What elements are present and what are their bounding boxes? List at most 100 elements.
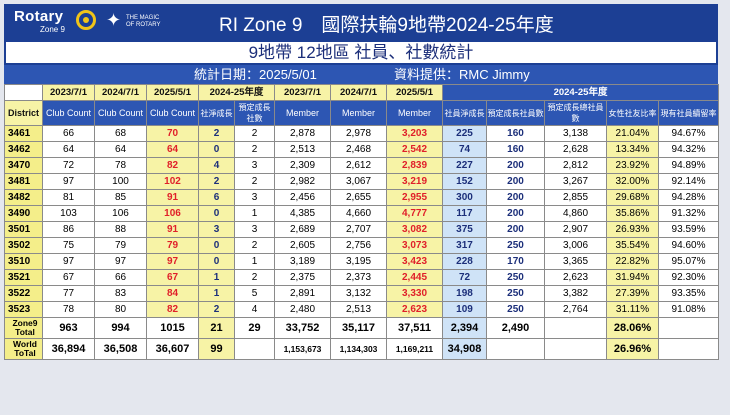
header-cell: Club Count	[94, 100, 147, 126]
table-cell: 3,219	[386, 173, 443, 190]
table-cell: 23.92%	[606, 157, 659, 174]
table-cell	[234, 338, 275, 360]
table-cell: 200	[486, 221, 545, 238]
table-cell: 92.14%	[657, 173, 720, 190]
table-cell: 2,623	[544, 269, 607, 286]
table-cell: 160	[486, 141, 545, 158]
table-cell: 35.86%	[606, 205, 659, 222]
table-cell: 228	[442, 253, 487, 270]
table-cell: 93.35%	[657, 285, 720, 302]
table-cell: 28.06%	[606, 317, 659, 339]
header-cell: 預定成長社數	[234, 100, 275, 126]
table-cell: 2,839	[386, 157, 443, 174]
table-cell: 2,394	[442, 317, 487, 339]
table-cell: 3,006	[544, 237, 607, 254]
table-cell: 2	[198, 125, 235, 142]
header-cell: Member	[330, 100, 387, 126]
table-cell: 88	[94, 221, 147, 238]
table-cell: 2,375	[274, 269, 331, 286]
table-cell: 85	[94, 189, 147, 206]
table-cell: 94.28%	[657, 189, 720, 206]
table-cell: 75	[42, 237, 95, 254]
table-cell: 3,365	[544, 253, 607, 270]
table-cell: 95.07%	[657, 253, 720, 270]
banner: Rotary Zone 9 ✦ THE MAGIC OF ROTARY RI Zo…	[4, 4, 718, 40]
table-cell: 0	[198, 141, 235, 158]
table-cell: 2,468	[330, 141, 387, 158]
table-cell: 2,373	[330, 269, 387, 286]
table-cell: 35,117	[330, 317, 387, 339]
table-cell: 3,195	[330, 253, 387, 270]
table-cell: 4,660	[330, 205, 387, 222]
table-cell: 36,508	[94, 338, 147, 360]
table-cell: 3	[234, 189, 275, 206]
header-cell: 2024/7/1	[330, 84, 387, 101]
table-cell: 3,423	[386, 253, 443, 270]
table-cell: 994	[94, 317, 147, 339]
logo-zone: Zone 9	[40, 25, 65, 34]
table-cell: 22.82%	[606, 253, 659, 270]
header-cell: Member	[274, 100, 331, 126]
table-cell: 36,607	[146, 338, 199, 360]
table-cell: 2	[234, 237, 275, 254]
table-cell: 79	[146, 237, 199, 254]
table-cell: 81	[42, 189, 95, 206]
table-row: 3501 86 88 91 3 3 2,689 2,707 3,082 375 200 2,907 26…	[4, 221, 720, 238]
table-cell: 2,855	[544, 189, 607, 206]
table-cell: 2,955	[386, 189, 443, 206]
table-cell: 250	[486, 269, 545, 286]
table-cell: 3,073	[386, 237, 443, 254]
table-cell: 2,623	[386, 301, 443, 318]
table-cell: 93.59%	[657, 221, 720, 238]
table-cell: 170	[486, 253, 545, 270]
table-cell: 91	[146, 189, 199, 206]
table-cell: 3,382	[544, 285, 607, 302]
table-cell: 3,132	[330, 285, 387, 302]
table-cell: 37,511	[386, 317, 443, 339]
table-cell: 21	[198, 317, 235, 339]
header-row-labels: District Club Count Club Count Club Coun…	[4, 100, 720, 126]
table-cell: 4,860	[544, 205, 607, 222]
table-cell: 225	[442, 125, 487, 142]
district-cell: 3481	[4, 173, 43, 190]
table-cell: 67	[42, 269, 95, 286]
table-cell: 2,542	[386, 141, 443, 158]
table-cell: 1	[198, 285, 235, 302]
table-cell: 66	[42, 125, 95, 142]
table-cell: 2,689	[274, 221, 331, 238]
table-cell: 64	[146, 141, 199, 158]
table-row: 3461 66 68 70 2 2 2,878 2,978 3,203 225 160 3,138 21…	[4, 125, 720, 142]
table-cell: 1,169,211	[386, 338, 443, 360]
total-row: World ToTal 36,894 36,508 36,607 99 1,153,673…	[4, 338, 720, 360]
table-cell: 21.04%	[606, 125, 659, 142]
table-cell: 2,612	[330, 157, 387, 174]
table-cell: 109	[442, 301, 487, 318]
table-cell: 64	[94, 141, 147, 158]
table-cell: 2,978	[330, 125, 387, 142]
table-cell: 97	[42, 173, 95, 190]
table-cell: 4	[234, 301, 275, 318]
table-cell: 86	[42, 221, 95, 238]
table-cell: 250	[486, 237, 545, 254]
table-cell: 5	[234, 285, 275, 302]
table-cell: 2,907	[544, 221, 607, 238]
table-row: 3510 97 97 97 0 1 3,189 3,195 3,423 228 170 3,365 22…	[4, 253, 720, 270]
info-bar: 統計日期：2025/5/01 資料提供：RMC Jimmy	[4, 65, 718, 84]
table-cell: 4,777	[386, 205, 443, 222]
logo-name: Rotary	[14, 8, 64, 25]
district-cell: 3490	[4, 205, 43, 222]
table-cell: 2	[234, 173, 275, 190]
table-cell: 26.96%	[606, 338, 659, 360]
table-cell: 99	[198, 338, 235, 360]
table-cell: 2,445	[386, 269, 443, 286]
table-cell: 94.89%	[657, 157, 720, 174]
table-cell: 1	[198, 269, 235, 286]
header-cell: 2024-25年度	[198, 84, 275, 101]
table-cell: 117	[442, 205, 487, 222]
table-row: 3470 72 78 82 4 3 2,309 2,612 2,839 227 200 2,812 23…	[4, 157, 720, 174]
total-label-cell: World ToTal	[4, 338, 43, 360]
table-cell: 200	[486, 173, 545, 190]
table-row: 3502 75 79 79 0 2 2,605 2,756 3,073 317 250 3,006 35…	[4, 237, 720, 254]
magic-of-rotary-logo: ✦ THE MAGIC OF ROTARY	[106, 10, 196, 36]
table-cell: 200	[486, 189, 545, 206]
